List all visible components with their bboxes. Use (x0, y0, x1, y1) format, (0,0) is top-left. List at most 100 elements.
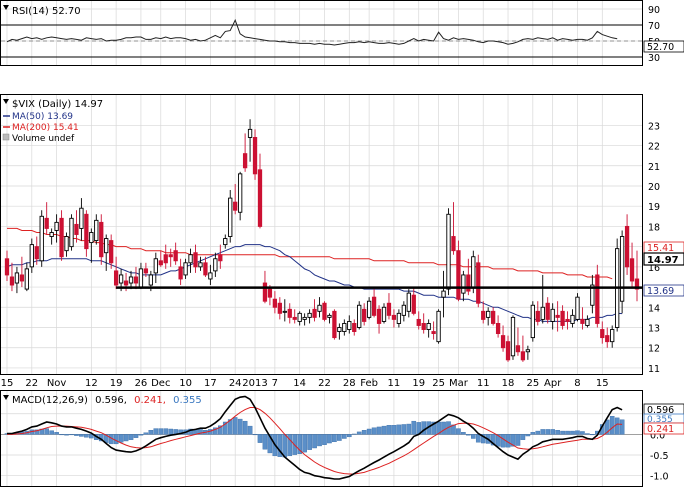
candle-up (213, 258, 218, 272)
rsi-tick-label: 90 (648, 5, 660, 16)
candle-down (178, 266, 183, 280)
x-axis-label: 8 (574, 378, 580, 389)
histogram-bar (123, 434, 129, 442)
candle-down (565, 318, 570, 322)
candle-down (371, 296, 377, 316)
candle-down (535, 310, 540, 322)
histogram-bar (470, 434, 476, 439)
candle-down (173, 250, 178, 262)
candle-up (128, 276, 134, 284)
candle-up (342, 323, 347, 332)
histogram-bar (247, 425, 253, 435)
candle-up (24, 268, 29, 290)
candle-down (624, 225, 630, 268)
candle-up (94, 219, 99, 242)
histogram-bar (461, 432, 466, 435)
signal-line (7, 407, 623, 475)
candle-down (218, 254, 223, 262)
histogram-bar (217, 425, 223, 435)
candle-down (322, 302, 327, 320)
candle-up (357, 304, 362, 328)
x-axis-label: 22 (318, 378, 331, 389)
histogram-bar (267, 434, 273, 454)
histogram-bar (530, 432, 536, 435)
histogram-bar (619, 419, 625, 435)
candle-down (629, 258, 635, 282)
price-layer (4, 119, 642, 362)
histogram-bar (252, 434, 258, 436)
histogram-bar (555, 430, 560, 435)
candle-down (555, 314, 560, 318)
candle-up (436, 310, 441, 343)
histogram-bar (54, 432, 59, 435)
price-tick-label: 22 (648, 142, 660, 153)
candle-up (610, 329, 615, 343)
histogram-bar (535, 430, 541, 435)
histogram-bar (490, 434, 496, 446)
candle-down (505, 341, 511, 361)
candle-up (153, 258, 158, 274)
signal-current-label-box (643, 422, 684, 435)
histogram-bar (143, 432, 149, 435)
candle-up (89, 232, 94, 244)
candle-up (446, 213, 451, 290)
candle-down (515, 345, 521, 353)
histogram-bar (128, 434, 134, 440)
candle-down (560, 310, 565, 326)
histogram-bar (227, 419, 233, 435)
candle-up (104, 238, 109, 254)
histogram-bar (396, 424, 402, 435)
histogram-bar (262, 434, 268, 450)
ma50-legend-text: MA(50) 13.69 (12, 112, 73, 122)
histogram-bar (307, 434, 312, 450)
histogram-bar (480, 434, 486, 444)
candle-down (158, 260, 163, 266)
ma50-current-label: 13.69 (643, 284, 684, 297)
candle-up (64, 236, 69, 252)
candle-down (421, 323, 426, 330)
candle-down (193, 252, 198, 268)
x-axis-label: 2013 (242, 378, 267, 389)
candle-up (49, 232, 54, 237)
macd-legend-macd: 0.596, (95, 395, 127, 406)
candle-up (406, 292, 411, 312)
histogram-bar (456, 428, 461, 435)
candle-up (401, 304, 407, 316)
price-tick-label: 20 (648, 182, 660, 193)
histogram-bar (570, 430, 575, 435)
histogram-bar (361, 430, 367, 435)
histogram-bar (520, 434, 526, 440)
histogram-bar (44, 428, 49, 435)
price-current-label-text: 14.97 (647, 255, 679, 266)
legend-triangle-icon (3, 5, 9, 10)
candle-up (619, 236, 625, 302)
candle-down (168, 254, 173, 258)
x-axis-label: 11 (477, 378, 490, 389)
candle-down (262, 282, 268, 302)
price-legend-title: $VIX (Daily) 14.97 (12, 99, 103, 110)
price-tick-label: 19 (648, 202, 660, 213)
macd-line (7, 395, 623, 480)
candle-down (490, 310, 496, 324)
histogram-bar (510, 434, 516, 447)
rsi-panel (0, 0, 643, 66)
x-axis-label: 22 (25, 378, 38, 389)
hist-current-label-text: 0.355 (647, 415, 673, 425)
x-axis-label: 28 (343, 378, 356, 389)
rsi-tick-label: 30 (648, 53, 660, 64)
candle-down (272, 298, 278, 308)
rsi-line (6, 18, 618, 46)
candle-up (461, 274, 466, 294)
candle-up (79, 207, 84, 229)
candle-down (292, 316, 297, 320)
x-axis-label: 19 (412, 378, 425, 389)
histogram-bar (297, 434, 302, 454)
x-axis-label: Apr (544, 378, 562, 389)
histogram-bar (79, 434, 84, 437)
candle-up (198, 262, 203, 268)
x-axis-label: Dec (151, 378, 170, 389)
candle-down (376, 308, 382, 324)
candle-up (525, 349, 531, 353)
candle-down (595, 274, 600, 324)
